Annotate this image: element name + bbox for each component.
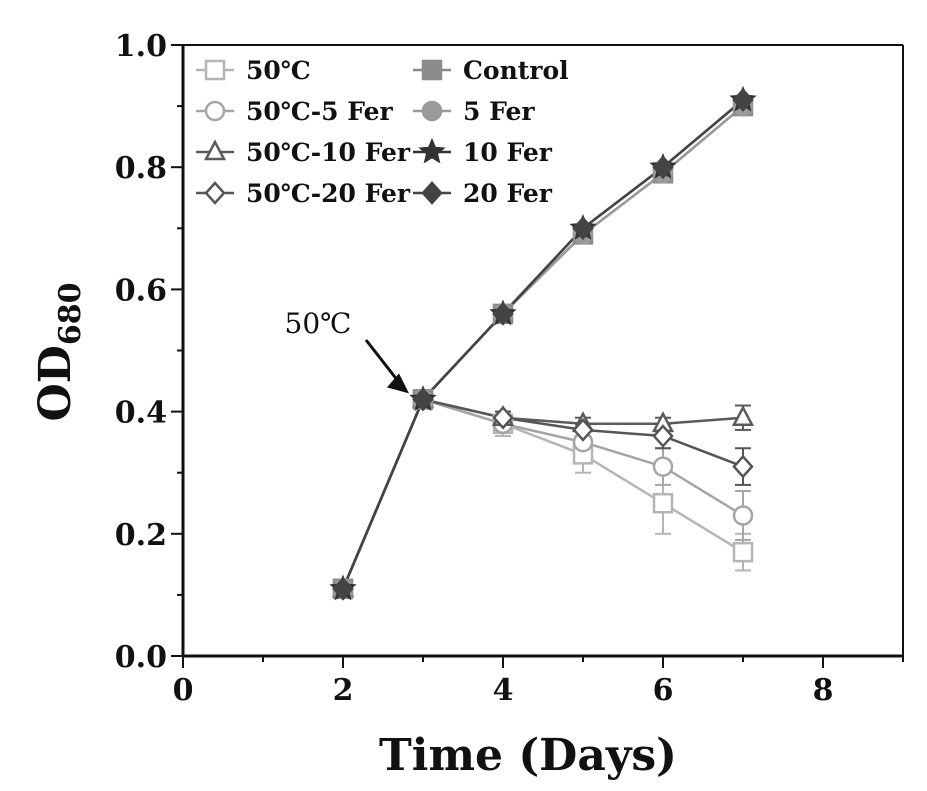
data-point (734, 457, 752, 477)
legend-label: 50℃-5 Fer (246, 97, 394, 126)
series-line (343, 399, 743, 588)
y-tick-label: 0.6 (115, 273, 167, 308)
series-lines (343, 100, 743, 589)
legend: 50℃ 50℃-5 Fer 50℃-10 Fer 50℃-20 Fer Control 5… (196, 56, 569, 208)
legend-label: 50℃-20 Fer (246, 179, 411, 208)
annotation-arrow-head (387, 373, 409, 393)
y-tick-label: 0.0 (115, 640, 167, 675)
y-tick-label: 0.8 (115, 151, 167, 186)
annotation: 50℃ (285, 307, 409, 393)
annotation-label: 50℃ (285, 307, 352, 340)
y-axis-title-main: OD (30, 345, 81, 421)
x-tick-label: 0 (173, 673, 194, 708)
x-tick-label: 8 (813, 673, 834, 708)
legend-label: 20 Fer (463, 179, 553, 208)
legend-label: 10 Fer (463, 138, 553, 167)
legend-marker (206, 183, 224, 203)
data-point (654, 458, 672, 476)
x-tick-label: 4 (493, 673, 514, 708)
legend-marker (422, 141, 443, 161)
series-line (343, 399, 743, 588)
legend-label: 50℃-10 Fer (246, 138, 411, 167)
legend-marker (423, 102, 441, 120)
data-point (734, 543, 752, 561)
legend-marker (206, 102, 224, 120)
legend-label: 5 Fer (463, 97, 535, 126)
data-point (654, 494, 672, 512)
x-axis-title: Time (Days) (379, 730, 677, 781)
legend-label: Control (463, 56, 569, 85)
data-point (734, 506, 752, 524)
legend-marker (206, 142, 224, 159)
x-tick-label: 2 (333, 673, 354, 708)
y-axis-title-sub: 680 (53, 282, 88, 345)
y-axis-title: OD680 (30, 282, 88, 421)
data-point (734, 408, 752, 425)
series-line (343, 399, 743, 588)
legend-marker (423, 61, 441, 79)
x-tick-label: 6 (653, 673, 674, 708)
legend-label: 50℃ (246, 56, 311, 85)
y-tick-label: 0.2 (115, 518, 167, 553)
legend-marker (423, 183, 441, 203)
y-tick-label: 0.4 (115, 396, 167, 431)
y-tick-label: 1.0 (115, 29, 167, 64)
legend-marker (206, 61, 224, 79)
series-line (343, 399, 743, 588)
axes: 0 2 4 6 8 0.0 0.2 0.4 0.6 0.8 1.0 (115, 29, 903, 708)
